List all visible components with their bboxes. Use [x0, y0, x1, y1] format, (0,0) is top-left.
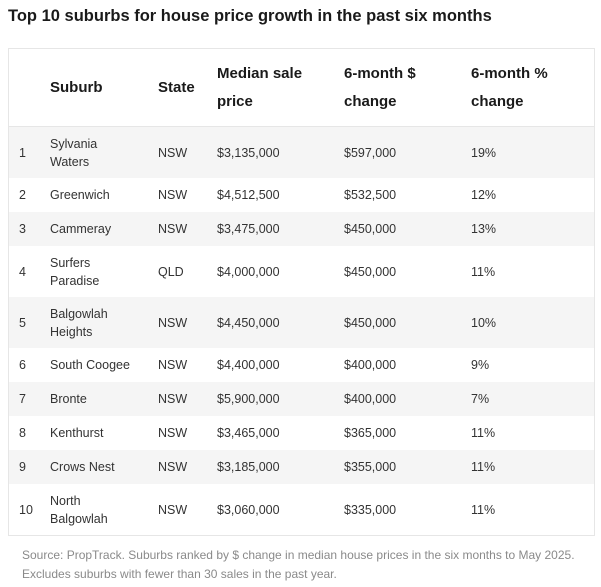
- cell-dollar-change: $532,500: [334, 178, 461, 212]
- cell-suburb: Cammeray: [40, 212, 148, 246]
- cell-state: QLD: [148, 246, 207, 297]
- data-table: Suburb State Median sale price 6-month $…: [8, 48, 595, 536]
- table-header-row: Suburb State Median sale price 6-month $…: [9, 49, 594, 127]
- table-row: 2 Greenwich NSW $4,512,500 $532,500 12%: [9, 178, 594, 212]
- cell-rank: 3: [9, 212, 40, 246]
- header-state: State: [148, 49, 207, 127]
- cell-suburb: North Balgowlah: [40, 484, 148, 535]
- header-pct-line-1: 6-month %: [471, 64, 548, 82]
- table-row: 1 Sylvania Waters NSW $3,135,000 $597,000 19%: [9, 126, 594, 178]
- cell-median-price: $4,400,000: [207, 348, 334, 382]
- cell-dollar-change: $400,000: [334, 382, 461, 416]
- table-row: 3 Cammeray NSW $3,475,000 $450,000 13%: [9, 212, 594, 246]
- table-title: Top 10 suburbs for house price growth in…: [8, 7, 492, 25]
- cell-dollar-change: $335,000: [334, 484, 461, 535]
- cell-state: NSW: [148, 212, 207, 246]
- header-pct-change: 6-month % change: [461, 49, 594, 127]
- header-pct-line-2: change: [471, 92, 524, 110]
- cell-pct-change: 11%: [461, 484, 594, 535]
- header-state-label: State: [158, 78, 195, 96]
- cell-suburb: Bronte: [40, 382, 148, 416]
- cell-rank: 6: [9, 348, 40, 382]
- cell-rank: 1: [9, 126, 40, 178]
- cell-state: NSW: [148, 178, 207, 212]
- cell-state: NSW: [148, 416, 207, 450]
- cell-suburb: Kenthurst: [40, 416, 148, 450]
- cell-suburb: Greenwich: [40, 178, 148, 212]
- cell-pct-change: 13%: [461, 212, 594, 246]
- cell-pct-change: 11%: [461, 450, 594, 484]
- cell-rank: 2: [9, 178, 40, 212]
- cell-rank: 7: [9, 382, 40, 416]
- table-body: 1 Sylvania Waters NSW $3,135,000 $597,000 19%…: [9, 126, 594, 535]
- cell-median-price: $3,185,000: [207, 450, 334, 484]
- cell-rank: 10: [9, 484, 40, 535]
- cell-dollar-change: $450,000: [334, 297, 461, 348]
- cell-median-price: $3,465,000: [207, 416, 334, 450]
- cell-dollar-change: $450,000: [334, 246, 461, 297]
- header-rank: [9, 49, 40, 127]
- cell-dollar-change: $365,000: [334, 416, 461, 450]
- cell-pct-change: 10%: [461, 297, 594, 348]
- cell-state: NSW: [148, 450, 207, 484]
- cell-suburb: South Coogee: [40, 348, 148, 382]
- cell-state: NSW: [148, 348, 207, 382]
- cell-pct-change: 11%: [461, 246, 594, 297]
- cell-suburb: Balgowlah Heights: [40, 297, 148, 348]
- table-row: 7 Bronte NSW $5,900,000 $400,000 7%: [9, 382, 594, 416]
- table-row: 6 South Coogee NSW $4,400,000 $400,000 9%: [9, 348, 594, 382]
- cell-median-price: $3,475,000: [207, 212, 334, 246]
- header-dollar-line-2: change: [344, 92, 397, 110]
- cell-rank: 4: [9, 246, 40, 297]
- cell-median-price: $3,060,000: [207, 484, 334, 535]
- table-row: 5 Balgowlah Heights NSW $4,450,000 $450,000 1…: [9, 297, 594, 348]
- cell-state: NSW: [148, 484, 207, 535]
- cell-dollar-change: $597,000: [334, 126, 461, 178]
- header-dollar-change: 6-month $ change: [334, 49, 461, 127]
- cell-pct-change: 12%: [461, 178, 594, 212]
- table-row: 10 North Balgowlah NSW $3,060,000 $335,000 11…: [9, 484, 594, 535]
- cell-suburb: Surfers Paradise: [40, 246, 148, 297]
- cell-rank: 9: [9, 450, 40, 484]
- cell-median-price: $4,450,000: [207, 297, 334, 348]
- source-note: Source: PropTrack. Suburbs ranked by $ c…: [22, 548, 575, 581]
- cell-state: NSW: [148, 126, 207, 178]
- header-suburb-label: Suburb: [50, 78, 103, 96]
- cell-dollar-change: $355,000: [334, 450, 461, 484]
- cell-rank: 5: [9, 297, 40, 348]
- table-row: 4 Surfers Paradise QLD $4,000,000 $450,000 11…: [9, 246, 594, 297]
- header-median-price: Median sale price: [207, 49, 334, 127]
- cell-dollar-change: $450,000: [334, 212, 461, 246]
- cell-median-price: $3,135,000: [207, 126, 334, 178]
- cell-state: NSW: [148, 297, 207, 348]
- cell-median-price: $4,000,000: [207, 246, 334, 297]
- cell-pct-change: 7%: [461, 382, 594, 416]
- cell-suburb: Crows Nest: [40, 450, 148, 484]
- cell-pct-change: 11%: [461, 416, 594, 450]
- header-dollar-line-1: 6-month $: [344, 64, 416, 82]
- header-median-line-2: price: [217, 92, 253, 110]
- cell-dollar-change: $400,000: [334, 348, 461, 382]
- cell-suburb: Sylvania Waters: [40, 126, 148, 178]
- cell-median-price: $4,512,500: [207, 178, 334, 212]
- table-row: 9 Crows Nest NSW $3,185,000 $355,000 11%: [9, 450, 594, 484]
- header-suburb: Suburb: [40, 49, 148, 127]
- cell-state: NSW: [148, 382, 207, 416]
- cell-pct-change: 19%: [461, 126, 594, 178]
- cell-rank: 8: [9, 416, 40, 450]
- table-row: 8 Kenthurst NSW $3,465,000 $365,000 11%: [9, 416, 594, 450]
- cell-pct-change: 9%: [461, 348, 594, 382]
- cell-median-price: $5,900,000: [207, 382, 334, 416]
- header-median-line-1: Median sale: [217, 64, 303, 82]
